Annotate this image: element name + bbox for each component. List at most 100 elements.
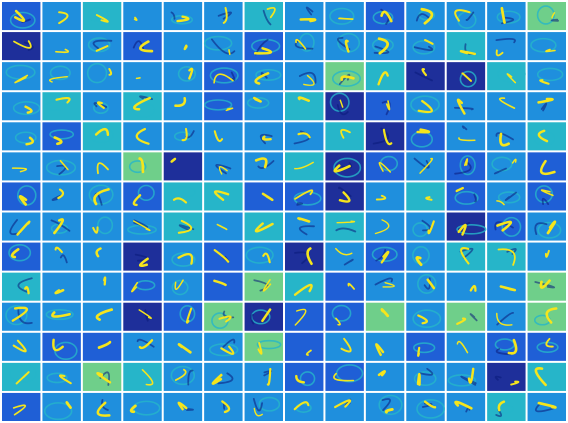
filter-tile: [325, 242, 364, 271]
filter-bright-stroke: [58, 11, 69, 25]
filter-tile-background: [2, 212, 41, 241]
filter-dark-stroke: [144, 309, 149, 322]
filter-tile: [446, 272, 486, 301]
filter-bright-stroke: [177, 252, 194, 265]
filter-tile: [527, 92, 566, 121]
filter-dark-stroke: [541, 197, 550, 205]
filter-halo: [256, 339, 282, 350]
filter-halo: [329, 7, 355, 25]
filter-dark-stroke: [535, 403, 554, 413]
filter-tile: [82, 2, 122, 31]
filter-tile: [82, 152, 122, 181]
filter-tile: [487, 152, 526, 181]
filter-tile: [325, 332, 364, 361]
filter-tile: [285, 92, 324, 121]
filter-tile: [204, 2, 243, 31]
filter-bright-stroke: [338, 17, 354, 20]
filter-bright-stroke: [96, 401, 111, 417]
filter-tile: [285, 32, 324, 61]
filter-tile-background: [2, 272, 41, 301]
filter-tile: [487, 122, 526, 151]
filter-tile-background: [244, 392, 283, 421]
filter-bright-stroke: [177, 219, 193, 234]
filter-bright-stroke: [65, 401, 72, 409]
filter-bright-stroke: [419, 157, 434, 174]
filter-tile: [244, 362, 283, 391]
filter-halo: [413, 371, 437, 387]
filter-halo: [43, 402, 73, 421]
filter-dark-stroke: [185, 408, 194, 411]
filter-tile: [285, 332, 324, 361]
filter-bright-stroke: [261, 308, 272, 323]
filter-tile-background: [42, 212, 81, 241]
filter-tile-background: [244, 362, 283, 391]
filter-dark-stroke: [136, 338, 155, 348]
filter-bright-stroke: [53, 218, 65, 235]
filter-tile: [446, 242, 486, 271]
filter-dark-stroke: [211, 38, 236, 55]
filter-bright-stroke: [253, 407, 263, 417]
filter-tile: [163, 62, 203, 91]
filter-tile-background: [244, 32, 283, 61]
filter-dark-stroke: [222, 338, 236, 348]
filter-halo: [86, 62, 108, 84]
filter-tile: [204, 62, 243, 91]
filter-tile-background: [527, 362, 566, 391]
filter-tile: [42, 212, 81, 241]
filter-tile: [123, 32, 162, 61]
filter-bright-stroke: [499, 132, 510, 147]
filter-dark-stroke: [495, 348, 512, 356]
filter-halo: [378, 394, 403, 416]
filter-dark-stroke: [215, 163, 232, 175]
filter-bright-stroke: [135, 127, 150, 145]
filter-bright-stroke: [545, 337, 554, 348]
filter-bright-stroke: [544, 249, 550, 258]
filter-tile-background: [406, 32, 445, 61]
filter-bright-stroke: [545, 48, 556, 53]
filter-tile: [163, 302, 203, 331]
filter-bright-stroke: [228, 49, 231, 55]
filter-bright-stroke: [333, 372, 355, 382]
filter-bright-stroke: [257, 341, 263, 355]
filter-tile: [487, 92, 526, 121]
filter-bright-stroke: [96, 162, 109, 175]
filter-tile: [487, 182, 526, 211]
filter-tile: [2, 62, 41, 91]
filter-bright-stroke: [305, 349, 312, 356]
filter-bright-stroke: [417, 314, 428, 325]
filter-bright-stroke: [221, 400, 231, 414]
filter-dark-stroke: [23, 41, 34, 51]
filter-tile: [244, 152, 283, 181]
filter-bright-stroke: [138, 309, 152, 320]
filter-tile: [527, 242, 566, 271]
filter-tile: [204, 332, 243, 361]
filter-tile: [42, 92, 81, 121]
filter-halo: [9, 11, 36, 29]
filter-bright-stroke: [378, 161, 392, 173]
filter-bright-stroke: [254, 157, 268, 169]
filter-tile-background: [42, 32, 81, 61]
filter-tile: [527, 2, 566, 31]
filter-tile: [365, 302, 405, 331]
filter-halo: [245, 246, 274, 264]
filter-bright-stroke: [500, 6, 506, 24]
filter-bright-stroke: [132, 194, 142, 207]
filter-halo: [497, 191, 521, 204]
filter-bright-stroke: [539, 279, 551, 289]
filter-halo: [87, 6, 109, 23]
filter-tile: [82, 182, 122, 211]
filter-tile: [406, 212, 445, 241]
filter-tile: [487, 62, 526, 91]
filter-tile: [2, 392, 41, 421]
filter-bright-stroke: [426, 278, 436, 290]
filter-tile-background: [163, 62, 203, 91]
filter-bright-stroke: [425, 196, 433, 201]
filter-tile: [123, 122, 162, 151]
filter-tile-background: [82, 152, 122, 181]
filter-tile: [487, 272, 526, 301]
filter-bright-stroke: [213, 73, 234, 84]
filter-tile: [2, 362, 41, 391]
filter-bright-stroke: [24, 286, 30, 295]
filter-tile: [42, 272, 81, 301]
